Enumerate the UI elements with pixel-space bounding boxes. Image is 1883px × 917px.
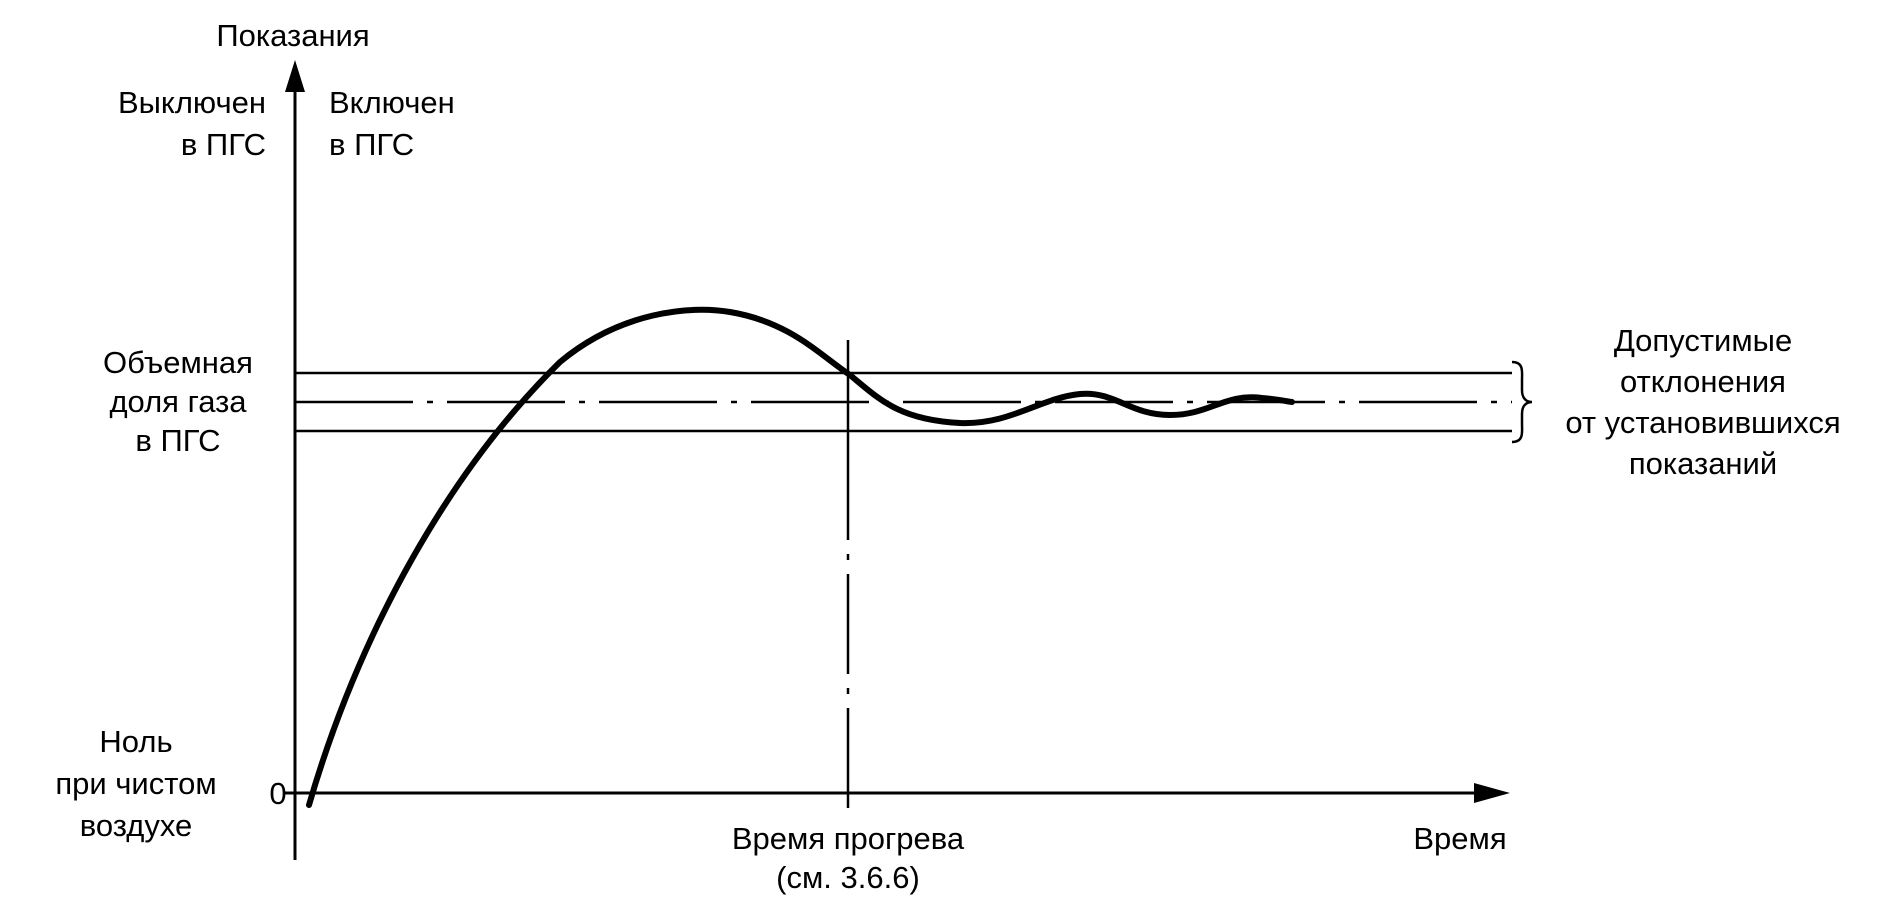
deviation-label-line3: от установившихся xyxy=(1565,405,1840,440)
x-axis-label: Время xyxy=(1413,821,1506,856)
off-label-line2: в ПГС xyxy=(181,127,266,162)
warmup-label-line1: Время прогрева xyxy=(732,821,965,856)
deviation-label-line2: отклонения xyxy=(1620,364,1786,399)
response-curve xyxy=(306,306,1295,808)
warmup-label-line2: (см. 3.6.6) xyxy=(776,860,920,895)
off-label-line1: Выключен xyxy=(118,85,266,120)
gas-label-line3: в ПГС xyxy=(135,423,220,458)
deviation-label-line1: Допустимые xyxy=(1614,323,1792,358)
deviation-label-line4: показаний xyxy=(1629,446,1777,481)
zero-label-line1: Ноль xyxy=(99,724,172,759)
x-axis-arrow xyxy=(1474,783,1510,803)
on-label-line2: в ПГС xyxy=(329,127,414,162)
y-axis-label: Показания xyxy=(216,18,369,53)
tolerance-brace xyxy=(1511,360,1533,444)
gas-label-line2: доля газа xyxy=(109,384,247,419)
zero-label-line2: при чистом xyxy=(55,766,216,801)
gas-label-line1: Объемная xyxy=(103,345,253,380)
origin-label: 0 xyxy=(269,776,286,811)
y-axis-arrow xyxy=(285,60,305,92)
on-label-line1: Включен xyxy=(329,85,455,120)
zero-label-line3: воздухе xyxy=(80,808,193,843)
